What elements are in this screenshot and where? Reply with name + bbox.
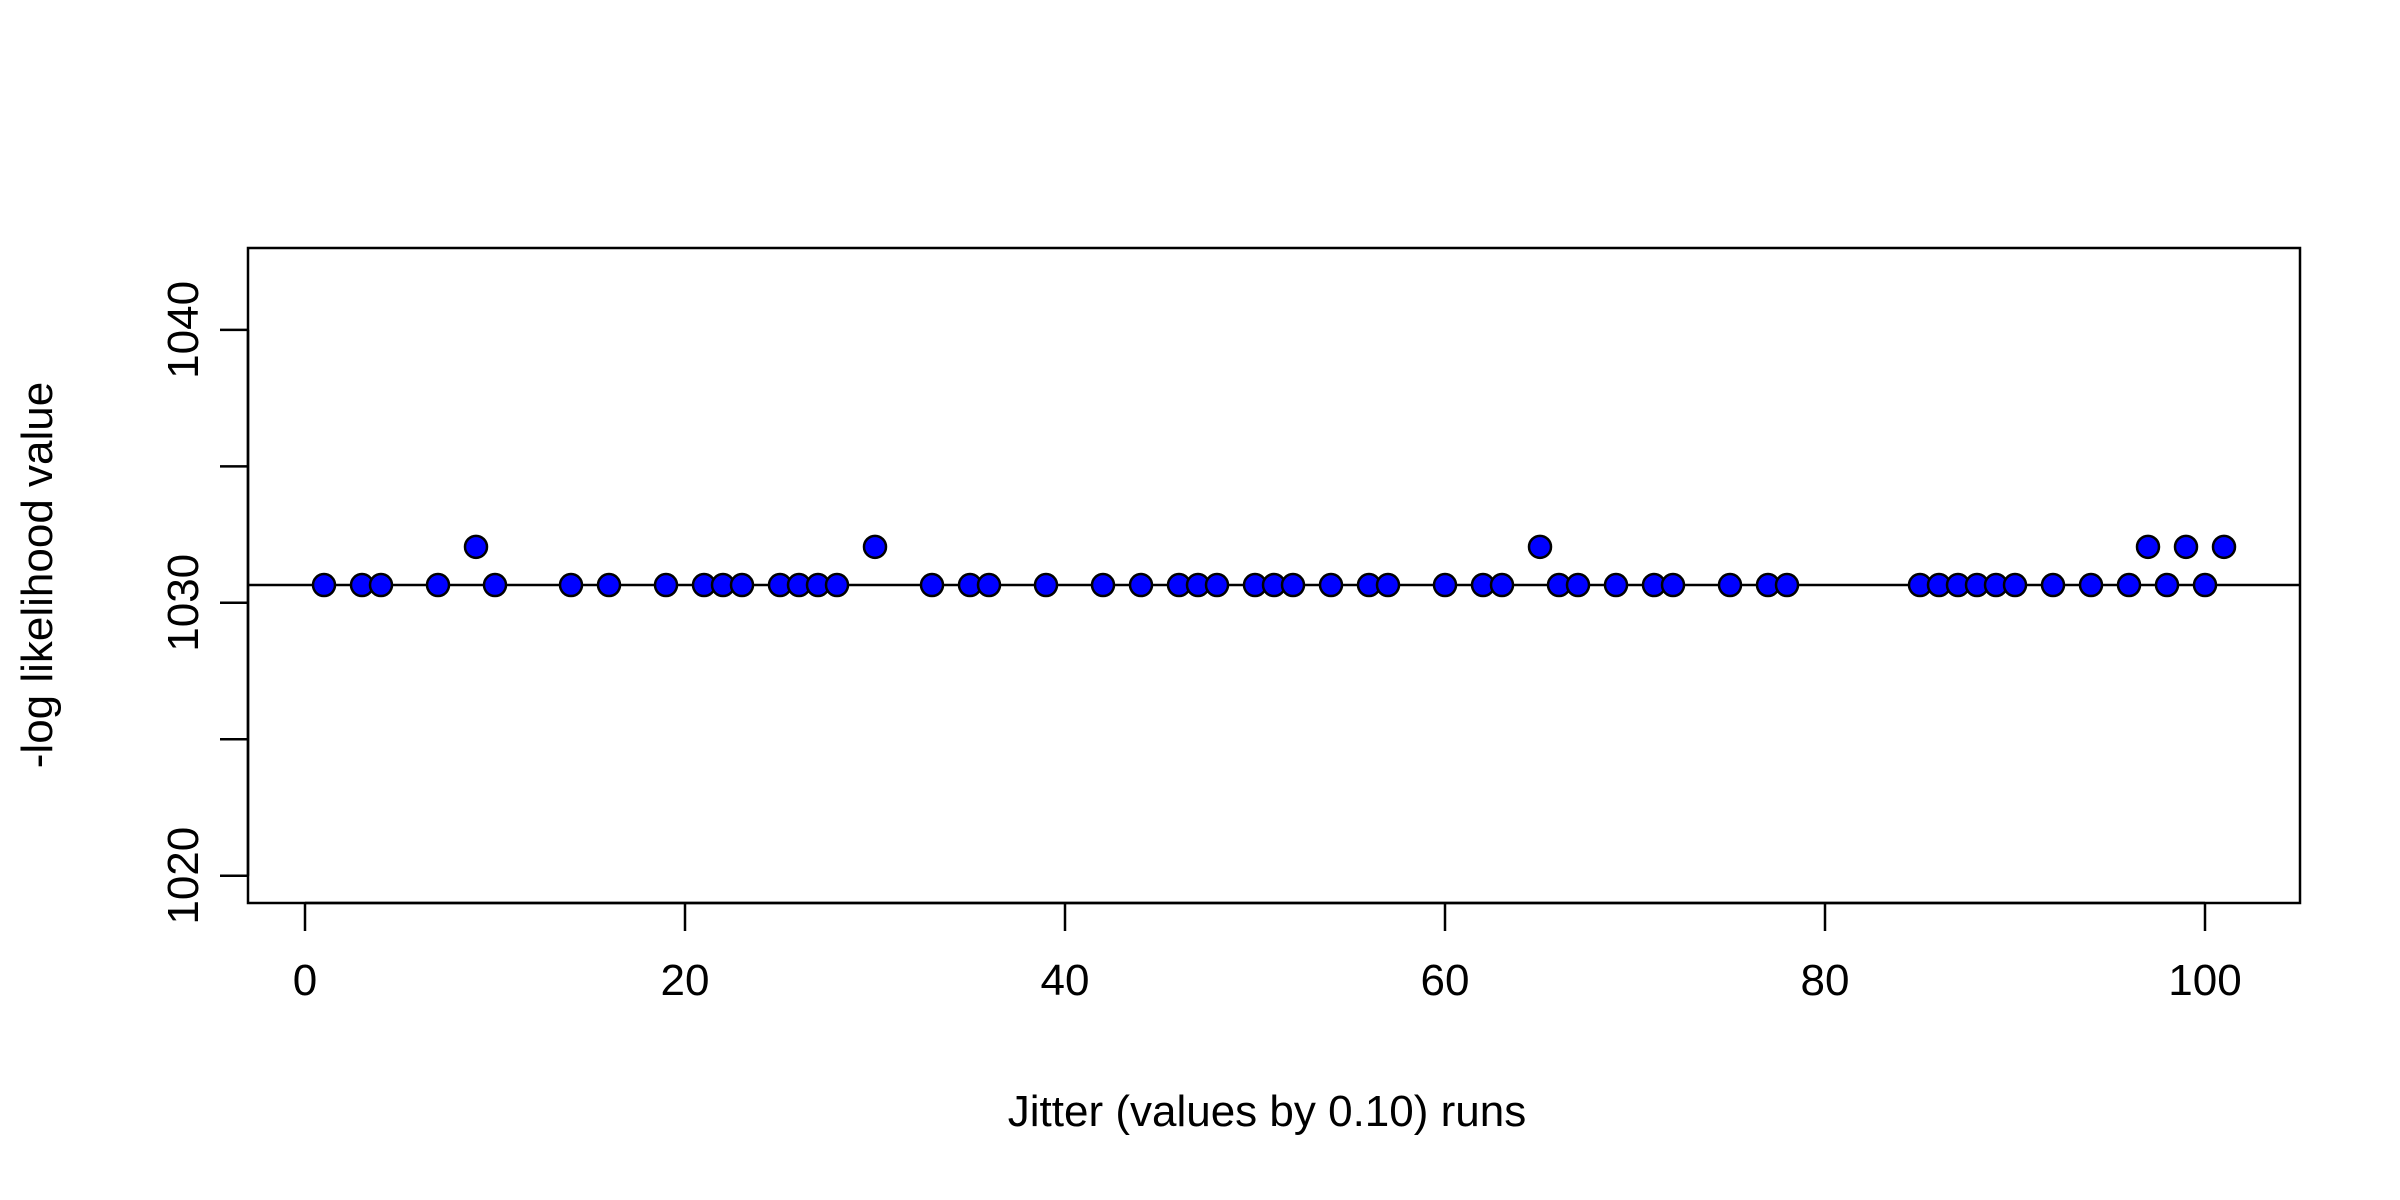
- data-point: [2002, 572, 2028, 598]
- x-tick-label: 60: [1421, 956, 1470, 1005]
- data-point: [2211, 534, 2237, 560]
- data-point: [2078, 572, 2104, 598]
- data-point: [463, 534, 489, 560]
- data-point: [729, 572, 755, 598]
- data-point: [311, 572, 337, 598]
- data-point: [1565, 572, 1591, 598]
- data-point: [919, 572, 945, 598]
- data-point: [1489, 572, 1515, 598]
- x-tick-label: 100: [2168, 956, 2241, 1005]
- data-point: [1660, 572, 1686, 598]
- data-point: [1603, 572, 1629, 598]
- data-point: [2040, 572, 2066, 598]
- data-point: [2135, 534, 2161, 560]
- data-point: [2173, 534, 2199, 560]
- x-tick-label: 0: [293, 956, 317, 1005]
- data-point: [976, 572, 1002, 598]
- y-tick-label: 1040: [159, 281, 208, 379]
- data-point: [1090, 572, 1116, 598]
- data-point: [2154, 572, 2180, 598]
- data-point: [1128, 572, 1154, 598]
- data-point: [1204, 572, 1230, 598]
- x-tick-label: 40: [1041, 956, 1090, 1005]
- data-point: [1318, 572, 1344, 598]
- y-tick-label: 1020: [159, 827, 208, 925]
- data-point: [1717, 572, 1743, 598]
- data-point: [596, 572, 622, 598]
- x-tick-label: 80: [1801, 956, 1850, 1005]
- data-point: [1527, 534, 1553, 560]
- x-axis-label: Jitter (values by 0.10) runs: [1008, 1087, 1526, 1136]
- data-point: [368, 572, 394, 598]
- data-point: [1375, 572, 1401, 598]
- y-axis-label: -log likelihood value: [13, 382, 62, 768]
- y-tick-label: 1030: [159, 554, 208, 652]
- x-tick-label: 20: [661, 956, 710, 1005]
- data-point: [1432, 572, 1458, 598]
- data-point: [425, 572, 451, 598]
- data-point: [2192, 572, 2218, 598]
- data-point: [1280, 572, 1306, 598]
- data-point: [824, 572, 850, 598]
- data-point: [862, 534, 888, 560]
- data-point: [482, 572, 508, 598]
- data-point: [1033, 572, 1059, 598]
- data-point: [1774, 572, 1800, 598]
- data-point: [2116, 572, 2142, 598]
- data-point: [653, 572, 679, 598]
- data-point: [558, 572, 584, 598]
